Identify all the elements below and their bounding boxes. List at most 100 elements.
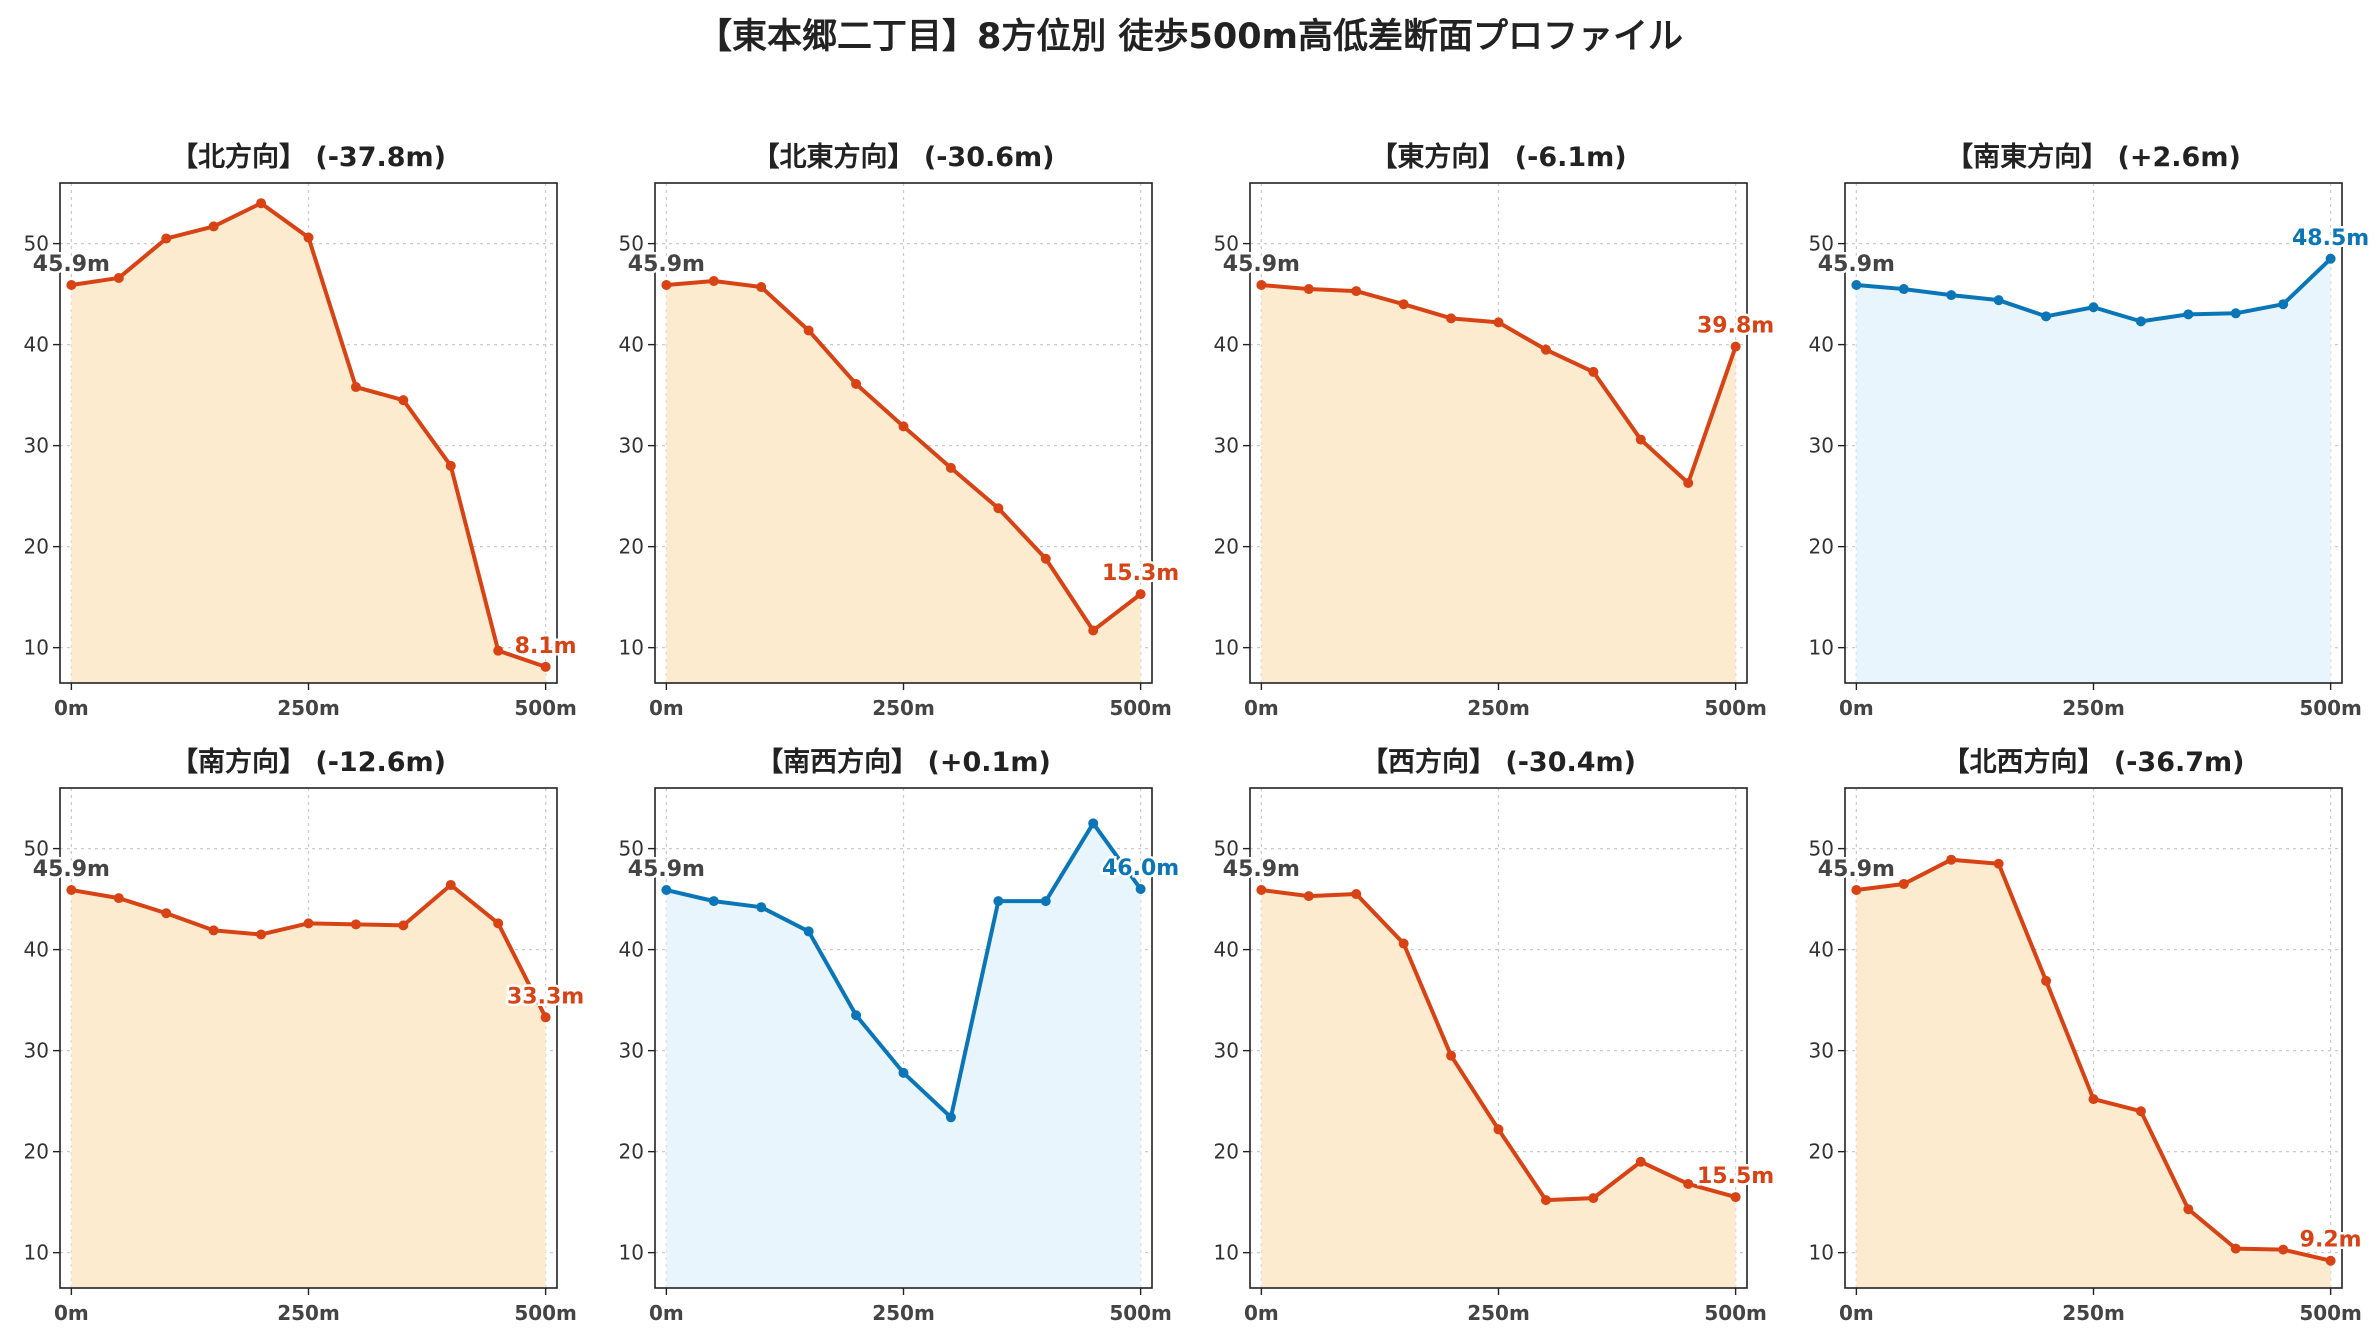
y-tick-label: 10	[619, 636, 644, 660]
y-tick-label: 40	[619, 938, 644, 962]
data-point	[1493, 1124, 1504, 1135]
area-fill	[666, 823, 1141, 1288]
start-value-label: 45.9m	[628, 252, 705, 277]
x-tick-label: 250m	[1467, 1301, 1530, 1325]
start-value-label: 45.9m	[1818, 857, 1895, 882]
x-tick-label: 0m	[1244, 1301, 1279, 1325]
data-point	[2230, 308, 2241, 319]
data-point	[1446, 1050, 1457, 1061]
y-tick-label: 50	[24, 837, 49, 861]
start-value-label: 45.9m	[1223, 252, 1300, 277]
x-tick-label: 0m	[1839, 1301, 1874, 1325]
subplot-title: 【北東方向】 (-30.6m)	[752, 141, 1054, 173]
end-value-label: 48.5m	[2292, 226, 2369, 251]
x-tick-label: 0m	[1244, 696, 1279, 720]
data-point	[898, 1067, 909, 1078]
data-point	[113, 893, 124, 904]
data-point	[1398, 938, 1409, 949]
data-point	[851, 1010, 862, 1021]
data-point	[1898, 878, 1909, 889]
figure-title: 【東本郷二丁目】8方位別 徒歩500m高低差断面プロファイル	[696, 17, 1684, 57]
data-point	[945, 1112, 956, 1123]
y-tick-label: 10	[24, 1241, 49, 1265]
x-tick-label: 250m	[872, 1301, 935, 1325]
data-point	[945, 462, 956, 473]
data-point	[1683, 1178, 1694, 1189]
x-tick-label: 250m	[2062, 1301, 2125, 1325]
y-tick-label: 20	[1214, 535, 1239, 559]
data-point	[256, 929, 267, 940]
data-point	[1635, 1156, 1646, 1167]
x-tick-label: 250m	[872, 696, 935, 720]
data-point	[66, 280, 77, 291]
data-point	[1351, 889, 1362, 900]
data-point	[1946, 854, 1957, 865]
data-point	[66, 885, 77, 896]
data-point	[1303, 284, 1314, 295]
y-tick-label: 50	[1809, 232, 1834, 256]
y-tick-label: 10	[1809, 636, 1834, 660]
data-point	[1135, 884, 1146, 895]
y-tick-label: 30	[1809, 434, 1834, 458]
y-tick-label: 40	[619, 333, 644, 357]
start-value-label: 45.9m	[1223, 857, 1300, 882]
y-tick-label: 20	[1214, 1140, 1239, 1164]
data-point	[2135, 316, 2146, 327]
data-point	[256, 198, 267, 209]
data-point	[1398, 299, 1409, 310]
y-tick-label: 20	[1809, 1140, 1834, 1164]
data-point	[993, 896, 1004, 907]
data-point	[1898, 284, 1909, 295]
y-tick-label: 20	[619, 1140, 644, 1164]
data-point	[303, 918, 314, 929]
data-point	[851, 379, 862, 390]
data-point	[1588, 366, 1599, 377]
data-point	[2325, 253, 2336, 264]
end-value-label: 15.3m	[1102, 561, 1179, 586]
data-point	[1493, 317, 1504, 328]
y-tick-label: 10	[1809, 1241, 1834, 1265]
y-tick-label: 30	[1214, 1039, 1239, 1063]
data-point	[1993, 295, 2004, 306]
data-point	[161, 233, 172, 244]
y-tick-label: 40	[1214, 938, 1239, 962]
data-point	[1540, 1195, 1551, 1206]
data-point	[1540, 344, 1551, 355]
data-point	[898, 421, 909, 432]
data-point	[350, 919, 361, 930]
x-tick-label: 250m	[2062, 696, 2125, 720]
data-point	[2135, 1106, 2146, 1117]
area-fill	[1261, 285, 1736, 683]
x-tick-label: 250m	[1467, 696, 1530, 720]
end-value-label: 39.8m	[1697, 314, 1774, 339]
subplot-title: 【北方向】 (-37.8m)	[171, 141, 446, 173]
data-point	[161, 908, 172, 919]
data-point	[398, 920, 409, 931]
data-point	[208, 221, 219, 232]
data-point	[1256, 280, 1267, 291]
data-point	[1040, 553, 1051, 564]
data-point	[661, 885, 672, 896]
data-point	[493, 645, 504, 656]
area-fill	[1856, 859, 2331, 1288]
data-point	[540, 1012, 551, 1023]
data-point	[2278, 1244, 2289, 1255]
data-point	[1588, 1193, 1599, 1204]
y-tick-label: 10	[1214, 636, 1239, 660]
data-point	[398, 395, 409, 406]
area-fill	[1261, 890, 1736, 1288]
data-point	[1088, 625, 1099, 636]
x-tick-label: 0m	[54, 1301, 89, 1325]
data-point	[2088, 1094, 2099, 1105]
y-tick-label: 30	[24, 434, 49, 458]
y-tick-label: 50	[1214, 837, 1239, 861]
data-point	[1351, 286, 1362, 297]
